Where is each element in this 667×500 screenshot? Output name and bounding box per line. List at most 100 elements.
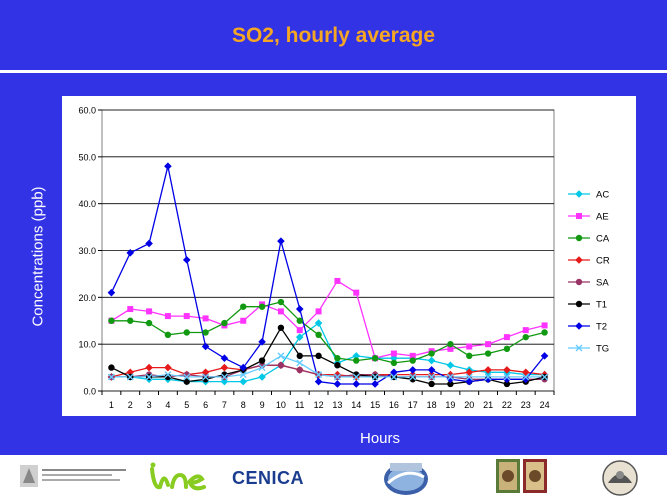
point-T2 [201, 342, 210, 351]
chart-area: 0.0 10.0 20.0 30.0 40.0 50.0 60.0 1 2 3 4 5 6 7 8 9 10 11… [62, 96, 636, 416]
point-TG [239, 371, 247, 379]
point-AE [541, 322, 548, 329]
legend-label-SA: SA [596, 278, 609, 289]
y-tick-label: 50.0 [78, 152, 96, 162]
point-T2 [352, 380, 361, 388]
point-T2 [446, 375, 455, 384]
point-TG [390, 373, 398, 381]
research-institute-logo [496, 459, 547, 493]
point-TG [277, 352, 285, 360]
point-TG [409, 373, 417, 381]
point-CA [164, 331, 172, 338]
point-TG [183, 373, 191, 381]
point-AE [183, 313, 190, 320]
x-tick-label: 24 [540, 400, 550, 410]
point-CA [258, 303, 266, 310]
point-TG [352, 373, 360, 381]
point-AC [239, 377, 248, 386]
point-T1 [183, 378, 190, 385]
point-AE [447, 345, 454, 352]
point-TG [202, 373, 210, 381]
point-AE [240, 317, 247, 324]
point-legend-TG [575, 344, 583, 352]
point-AC [390, 354, 398, 363]
point-T2 [390, 368, 398, 377]
point-AE [146, 308, 153, 315]
point-AC [427, 356, 436, 365]
point-T2 [540, 352, 549, 360]
point-T1 [428, 380, 435, 388]
x-tick-label: 20 [464, 400, 474, 410]
y-tick-label: 20.0 [78, 293, 96, 303]
x-tick-label: 13 [332, 400, 342, 410]
point-CA [277, 298, 285, 306]
point-CA [522, 333, 529, 341]
point-T2 [258, 338, 266, 346]
legend-label-TG: TG [596, 344, 609, 355]
point-T2 [333, 380, 342, 388]
x-tick-label: 21 [483, 400, 493, 410]
point-AE [503, 334, 510, 341]
point-CA [409, 357, 416, 364]
point-legend-AC [575, 190, 583, 198]
x-tick-label: 2 [128, 400, 133, 410]
milagro-logo [384, 463, 428, 495]
x-tick-label: 5 [184, 400, 189, 410]
y-tick-label: 0.0 [83, 387, 96, 397]
point-legend-CA [575, 234, 583, 242]
point-TG [145, 373, 153, 381]
point-T2 [408, 366, 417, 374]
point-CR [465, 368, 474, 377]
point-CR [220, 363, 229, 372]
x-tick-label: 8 [241, 400, 246, 410]
point-AE [277, 308, 284, 315]
x-tick-label: 3 [147, 400, 152, 410]
point-legend-T2 [575, 322, 583, 330]
point-TG [484, 373, 492, 381]
legend-label-CA: CA [596, 234, 610, 245]
point-CA [503, 345, 511, 353]
x-tick-label: 6 [203, 400, 208, 410]
point-CA [127, 317, 134, 324]
point-TG [465, 373, 473, 381]
point-T2 [182, 256, 191, 264]
point-AE [485, 341, 492, 348]
series-line-AE [111, 280, 545, 359]
x-tick-label: 17 [408, 400, 418, 410]
point-T2 [277, 237, 285, 245]
legend-label-AC: AC [596, 190, 609, 201]
point-T1 [258, 357, 266, 364]
point-AC [258, 373, 266, 381]
point-AE [164, 313, 171, 320]
semarnat-logo [20, 465, 126, 487]
point-TG [126, 373, 134, 381]
unam-seal-logo [602, 460, 638, 496]
point-SA [277, 362, 285, 369]
y-tick-label: 60.0 [78, 106, 96, 116]
point-CA [541, 329, 548, 336]
x-tick-label: 1 [109, 400, 114, 410]
point-T2 [107, 288, 116, 297]
legend-label-T1: T1 [596, 300, 607, 311]
point-TG [541, 373, 549, 381]
point-legend-CR [575, 256, 583, 264]
point-AE [466, 343, 473, 350]
point-T2 [427, 366, 436, 374]
point-AE [334, 277, 341, 284]
point-SA [296, 366, 303, 374]
x-tick-label: 12 [314, 400, 324, 410]
point-AE [522, 327, 529, 334]
x-tick-label: 9 [260, 400, 265, 410]
x-tick-label: 14 [351, 400, 361, 410]
point-CA [466, 352, 473, 360]
point-TG [371, 373, 379, 381]
point-AC [352, 352, 361, 360]
point-T2 [295, 305, 304, 313]
point-AE [296, 327, 303, 334]
point-CA [296, 317, 303, 324]
point-T2 [314, 377, 323, 386]
y-tick-label: 10.0 [78, 340, 96, 350]
x-tick-label: 4 [165, 400, 170, 410]
point-AE [353, 289, 360, 296]
